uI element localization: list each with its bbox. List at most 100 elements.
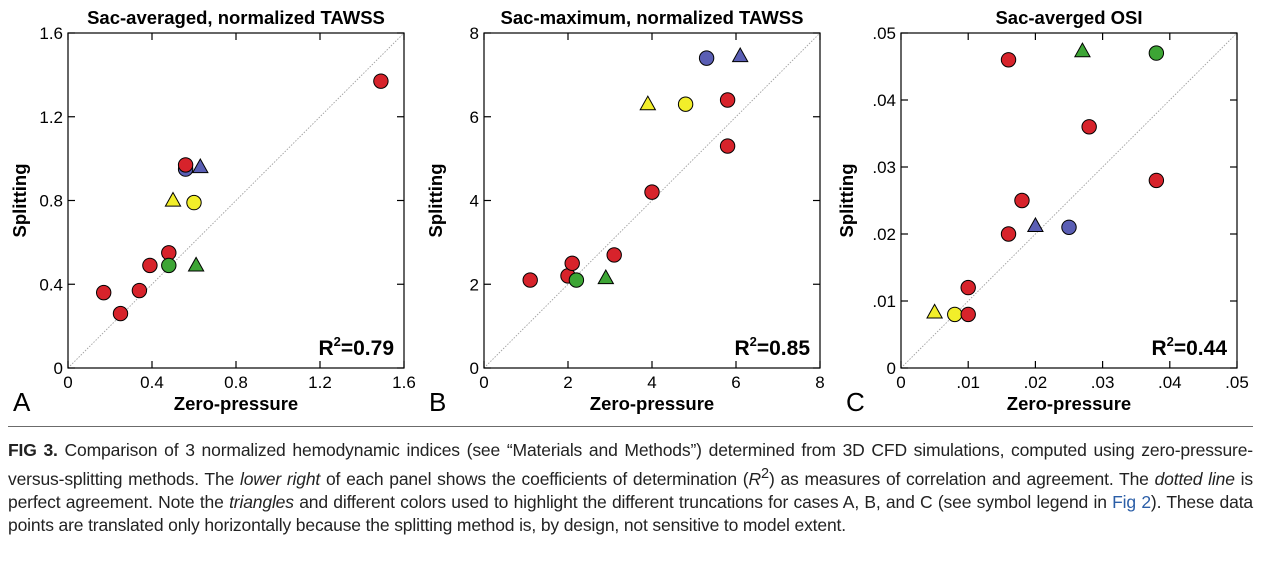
data-point-blue-triangle [1026,216,1044,233]
x-tick-label: 0 [63,373,72,392]
r-squared-superscript: 2 [1167,334,1174,349]
panel-letter: B [429,387,446,417]
data-point-red-circle [960,279,976,296]
x-tick-label: 0 [479,373,488,392]
y-tick-label: .03 [872,158,896,177]
figure-caption: FIG 3. Comparison of 3 normalized hemody… [8,439,1253,538]
x-tick-label: .03 [1091,373,1115,392]
data-point-red-circle [719,92,736,108]
y-axis-label: Splitting [425,164,446,238]
data-point-red-circle [719,138,736,154]
caption-r-superscript: 2 [761,465,769,482]
data-point-red-circle [1000,52,1017,68]
data-point-red-circle [177,157,194,173]
y-axis-label: Splitting [9,164,30,238]
x-tick-label: 2 [563,373,572,392]
y-tick-label: 0.4 [39,275,63,294]
x-tick-label: .05 [1225,373,1249,392]
panel-letter: C [846,387,865,417]
caption-text-4: is perfect agreement. Note the [8,468,1253,512]
caption-text-2: of each panel shows the coefficients of … [320,468,749,489]
r-squared-symbol: R [1151,337,1166,360]
data-point-yellow-circle [677,96,694,112]
y-tick-label: .04 [872,91,896,110]
data-point-red-circle [644,184,660,200]
y-tick-label: 1.2 [39,108,63,127]
data-point-red-circle [960,306,976,323]
data-point-blue-circle [1061,219,1077,236]
caption-emphasis-triangles: triangles [229,491,294,512]
panel-letter: A [13,387,31,417]
figure-charts: 0 0.4 0.8 1.2 1.6 0 0.4 0.8 1.2 1.6 Sac-averaged, … [9,7,1249,417]
y-axis-label: Splitting [836,164,857,238]
x-axis-label: Zero-pressure [590,393,714,414]
data-point-red-circle [522,272,538,288]
data-point-blue-triangle [191,157,209,174]
data-point-yellow-circle [186,194,202,211]
r-squared-label: R2=0.85 [734,334,810,360]
data-point-yellow-triangle [164,191,182,207]
identity-line [483,32,821,369]
x-axis-label: Zero-pressure [1007,393,1131,414]
caption-emphasis-dotted-line: dotted line [1154,468,1235,489]
data-point-red-circle [96,284,112,301]
data-point-red-circle [112,305,129,322]
y-tick-label: 1.6 [39,24,63,43]
x-tick-label: .02 [1024,373,1048,392]
x-tick-label: 6 [731,373,740,392]
x-tick-label: 4 [647,373,656,392]
data-point-red-circle [142,257,158,274]
x-tick-label: .01 [956,373,980,392]
r-squared-value: =0.85 [757,337,810,360]
caption-divider [8,426,1253,427]
data-point-red-circle [606,247,622,263]
y-tick-label: 0 [470,359,479,378]
r-squared-value: =0.79 [341,337,394,360]
chart-panel-a: 0 0.4 0.8 1.2 1.6 0 0.4 0.8 1.2 1.6 Sac-averaged, … [9,7,416,417]
x-tick-label: 0.8 [224,373,248,392]
r-squared-label: R2=0.79 [318,334,394,360]
r-squared-symbol: R [734,337,749,360]
data-point-green-circle [1148,45,1165,61]
y-tick-label: .05 [872,24,896,43]
data-point-green-triangle [597,268,615,285]
chart-title: Sac-maximum, normalized TAWSS [501,7,804,28]
chart-title: Sac-averged OSI [995,7,1142,28]
x-tick-label: .04 [1158,373,1182,392]
caption-r-symbol: R [748,468,762,489]
caption-text-1: Comparison of 3 normalized hemodynamic i… [8,440,1253,489]
r-squared-superscript: 2 [750,334,757,349]
data-point-yellow-triangle [639,95,657,111]
r-squared-symbol: R [318,337,333,360]
y-tick-label: 8 [470,24,479,43]
data-point-green-triangle [187,256,205,272]
caption-emphasis-lower-right: lower right [239,468,321,489]
data-point-red-circle [373,73,389,89]
y-tick-label: .02 [872,225,896,244]
caption-label: FIG 3. [8,440,58,460]
data-point-red-circle [1148,172,1165,189]
y-tick-label: 0 [54,359,63,378]
data-point-red-circle [564,255,580,272]
data-point-red-circle [1081,119,1097,135]
plot-frame [900,32,1238,369]
chart-panel-b: 0 2 4 6 8 0 2 4 6 8 Sac-maximum, normalized TAWSS Z… [425,7,825,417]
data-point-green-circle [161,257,177,274]
y-tick-label: 0.8 [39,192,63,211]
data-point-green-circle [568,272,585,288]
data-point-yellow-circle [947,306,963,323]
x-axis-label: Zero-pressure [174,393,298,414]
data-point-red-circle [1014,192,1030,209]
r-squared-superscript: 2 [334,334,341,349]
x-tick-label: 0.4 [140,373,164,392]
caption-figure-link[interactable]: Fig 2 [1112,491,1151,512]
data-point-yellow-triangle [926,303,944,319]
y-tick-label: 4 [470,192,479,211]
x-tick-label: 0 [896,373,905,392]
y-tick-label: 0 [887,359,896,378]
data-point-green-triangle [1073,42,1091,58]
y-tick-label: 2 [470,275,479,294]
data-point-red-circle [1000,226,1017,242]
x-tick-label: 1.2 [308,373,332,392]
r-squared-value: =0.44 [1174,337,1227,360]
